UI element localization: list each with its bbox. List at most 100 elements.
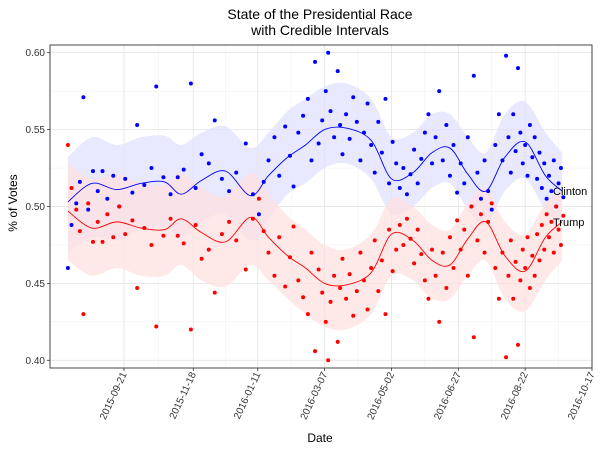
trump-label: Trump <box>553 217 584 229</box>
clinton-poll-point <box>426 112 431 117</box>
clinton-poll-point <box>296 130 301 135</box>
clinton-poll-point <box>358 158 363 163</box>
clinton-poll-point <box>504 53 509 58</box>
trump-poll-point <box>181 241 186 246</box>
clinton-poll-point <box>397 186 402 191</box>
clinton-poll-point <box>551 158 556 163</box>
trump-poll-point <box>154 324 159 329</box>
y-tick-label: 0.45 <box>26 279 46 290</box>
clinton-poll-point <box>81 95 86 100</box>
clinton-poll-point <box>277 173 282 178</box>
clinton-poll-point <box>283 124 288 129</box>
clinton-poll-point <box>301 113 306 118</box>
clinton-poll-point <box>433 135 438 140</box>
clinton-poll-point <box>383 96 388 101</box>
trump-poll-point <box>551 250 556 255</box>
clinton-poll-point <box>149 166 154 171</box>
trump-poll-point <box>535 232 540 237</box>
y-tick-label: 0.60 <box>26 48 46 59</box>
clinton-poll-point <box>111 173 116 178</box>
clinton-poll-point <box>365 101 370 106</box>
clinton-poll-point <box>544 196 549 201</box>
clinton-poll-point <box>74 201 79 206</box>
trump-poll-point <box>358 250 363 255</box>
trump-poll-point <box>123 232 128 237</box>
clinton-label: Clinton <box>553 186 587 198</box>
clinton-poll-point <box>168 192 173 197</box>
trump-poll-point <box>426 296 431 301</box>
trump-poll-point <box>465 273 470 278</box>
trump-poll-point <box>266 250 271 255</box>
clinton-poll-point <box>535 176 540 181</box>
trump-poll-point <box>227 219 232 224</box>
trump-poll-point <box>100 239 105 244</box>
clinton-poll-point <box>530 155 535 160</box>
trump-poll-point <box>489 201 494 206</box>
clinton-poll-point <box>266 158 271 163</box>
clinton-poll-point <box>86 207 91 212</box>
trump-poll-point <box>518 278 523 283</box>
trump-poll-point <box>549 219 554 224</box>
clinton-poll-point <box>394 161 399 166</box>
y-tick-label: 0.50 <box>26 202 46 213</box>
trump-poll-point <box>323 319 328 324</box>
clinton-poll-point <box>347 136 352 141</box>
trump-poll-point <box>309 250 314 255</box>
trump-poll-point <box>537 258 542 263</box>
trump-poll-point <box>527 286 532 291</box>
trump-poll-point <box>81 312 86 317</box>
trump-poll-point <box>525 235 530 240</box>
clinton-poll-point <box>65 266 70 271</box>
clinton-poll-point <box>351 95 356 100</box>
trump-poll-point <box>283 284 288 289</box>
clinton-poll-point <box>154 84 159 89</box>
x-axis-label: Date <box>307 431 333 445</box>
clinton-poll-point <box>100 169 105 174</box>
trump-poll-point <box>379 258 384 263</box>
clinton-poll-point <box>123 176 128 181</box>
clinton-poll-point <box>556 181 561 186</box>
clinton-poll-point <box>335 69 340 74</box>
trump-poll-point <box>390 269 395 274</box>
clinton-poll-point <box>527 122 532 127</box>
clinton-poll-point <box>344 112 349 117</box>
clinton-poll-point <box>272 135 277 140</box>
clinton-poll-point <box>515 66 520 71</box>
clinton-poll-point <box>326 50 331 55</box>
trump-poll-point <box>482 250 487 255</box>
y-tick-label: 0.55 <box>26 125 46 136</box>
trump-poll-point <box>365 307 370 312</box>
clinton-poll-point <box>369 142 374 147</box>
clinton-poll-point <box>444 122 449 127</box>
trump-poll-point <box>556 227 561 232</box>
trump-poll-point <box>369 266 374 271</box>
trump-poll-point <box>130 218 135 223</box>
clinton-poll-point <box>462 181 467 186</box>
trump-poll-point <box>175 233 180 238</box>
clinton-poll-point <box>537 150 542 155</box>
trump-poll-point <box>219 232 224 237</box>
clinton-poll-point <box>305 96 310 101</box>
trump-poll-point <box>234 238 239 243</box>
clinton-poll-point <box>390 139 395 144</box>
trump-poll-point <box>447 235 452 240</box>
clinton-poll-point <box>547 173 552 178</box>
trump-poll-point <box>117 204 122 209</box>
trump-poll-point <box>111 235 116 240</box>
clinton-poll-point <box>175 175 180 180</box>
clinton-poll-point <box>561 195 566 200</box>
trump-poll-point <box>69 186 74 191</box>
clinton-trend-line <box>67 126 563 203</box>
trump-poll-point <box>193 222 198 227</box>
trump-poll-point <box>508 238 513 243</box>
trump-poll-point <box>475 238 480 243</box>
trump-poll-point <box>397 222 402 227</box>
trump-poll-point <box>493 266 498 271</box>
trump-poll-point <box>486 219 491 224</box>
trump-poll-point <box>478 212 483 217</box>
clinton-poll-point <box>77 179 82 184</box>
clinton-poll-point <box>379 150 384 155</box>
clinton-poll-point <box>496 112 501 117</box>
clinton-poll-point <box>316 141 321 146</box>
